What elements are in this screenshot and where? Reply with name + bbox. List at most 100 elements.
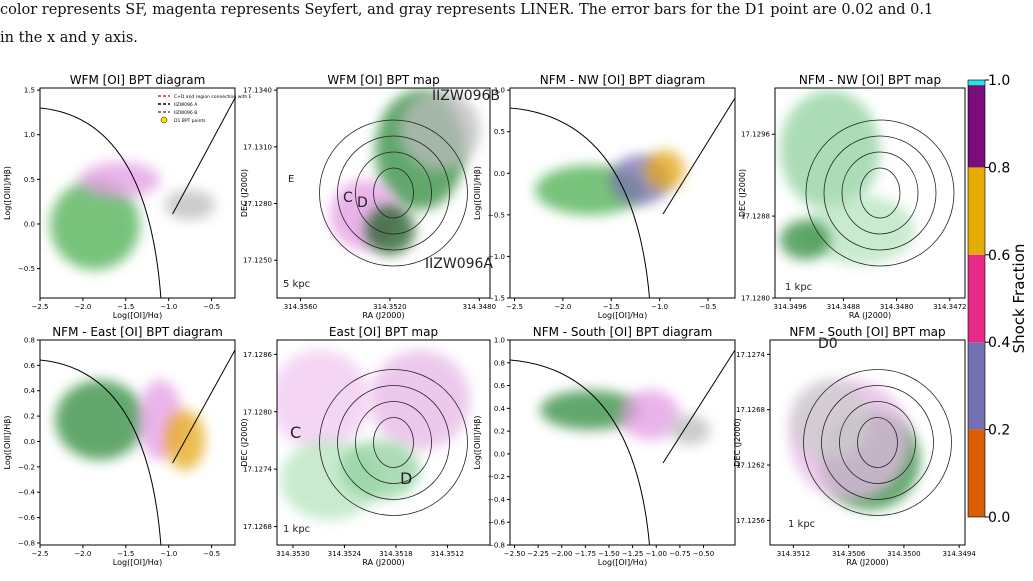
annotation: D xyxy=(400,469,412,488)
x-tick-label: −2.0 xyxy=(74,303,91,311)
y-tick-label: 17.1268 xyxy=(736,406,765,414)
colorbar-band xyxy=(968,80,985,86)
y-tick-label: 0.4 xyxy=(494,405,506,413)
x-tick-label: 314.3512 xyxy=(431,550,464,558)
y-tick-label: −1.5 xyxy=(488,295,505,303)
y-tick-label: −0.4 xyxy=(18,489,36,497)
x-tick-label: 314.3480 xyxy=(463,303,496,311)
y-tick-label: 0.0 xyxy=(24,438,35,446)
axes-frame xyxy=(509,87,736,299)
panel: NFM - NW [OI] BPT diagram Log([OI]/Hα) Log… xyxy=(473,73,736,320)
contour xyxy=(841,151,919,235)
contour xyxy=(319,119,468,267)
x-tick-label: −2.5 xyxy=(32,550,49,558)
legend-label: IIZW096 A xyxy=(174,102,198,108)
x-tick-label: −1.0 xyxy=(160,303,177,311)
x-tick-label: −1.0 xyxy=(160,550,177,558)
contour xyxy=(805,119,955,267)
panel-image xyxy=(790,369,952,516)
x-tick-label: 314.3480 xyxy=(880,303,913,311)
contour xyxy=(859,167,901,219)
x-axis-label: Log([OI]/Hα) xyxy=(598,311,647,320)
annotation: IIZW096B xyxy=(432,88,500,104)
panel-title: East [OI] BPT map xyxy=(329,325,438,339)
x-tick-label: 314.3560 xyxy=(284,303,317,311)
colorbar-band xyxy=(968,342,985,430)
panel: NFM - South [OI] BPT diagram Log([OI]/Hα)… xyxy=(473,325,736,567)
x-axis-label: RA (J2000) xyxy=(849,311,891,320)
x-tick-label: 314.3472 xyxy=(933,303,966,311)
x-tick-label: 314.3494 xyxy=(942,550,976,558)
panel: East [OI] BPT map RA (J2000) DEC (J2000) 31… xyxy=(240,325,491,567)
x-tick-label: −0.50 xyxy=(693,550,714,558)
x-tick-label: −1.50 xyxy=(598,550,619,558)
panel-title: WFM [OI] BPT map xyxy=(327,73,439,87)
density-region xyxy=(780,90,880,210)
density-region xyxy=(540,390,640,430)
axes-frame xyxy=(276,87,491,299)
annotation: E xyxy=(288,174,294,185)
x-tick-label: −0.5 xyxy=(203,303,220,311)
y-tick-label: −0.5 xyxy=(488,211,505,219)
x-tick-label: −2.5 xyxy=(506,303,523,311)
x-tick-label: −2.0 xyxy=(554,303,571,311)
density-region xyxy=(780,220,830,260)
colorbar-frame xyxy=(967,79,986,518)
colorbar-tick-label: 0.8 xyxy=(988,160,1010,176)
y-tick-label: −0.6 xyxy=(18,514,36,522)
demarcation-curve xyxy=(40,107,162,298)
y-tick-label: 17.1274 xyxy=(736,351,765,359)
contour xyxy=(337,385,450,500)
density-region xyxy=(620,390,680,440)
x-tick-label: −1.5 xyxy=(117,303,134,311)
density-region xyxy=(165,190,215,220)
y-tick-label: 0.0 xyxy=(494,170,505,178)
demarcation-line xyxy=(662,349,735,464)
y-tick-label: 17.1280 xyxy=(243,408,272,416)
x-tick-label: −1.5 xyxy=(117,550,134,558)
panel-image xyxy=(510,97,735,298)
x-tick-label: −1.25 xyxy=(622,550,643,558)
contour xyxy=(355,151,432,235)
x-axis-label: RA (J2000) xyxy=(362,311,404,320)
x-tick-label: −2.0 xyxy=(74,550,91,558)
x-tick-label: −1.00 xyxy=(646,550,667,558)
x-tick-label: −0.75 xyxy=(669,550,690,558)
colorbar-tick-label: 0.2 xyxy=(988,423,1010,439)
y-tick-label: 17.1296 xyxy=(741,131,770,139)
contour xyxy=(319,369,468,516)
panel-image xyxy=(277,350,470,520)
axes-frame xyxy=(509,339,736,546)
y-tick-label: 17.1250 xyxy=(243,257,272,265)
x-tick-label: 314.3518 xyxy=(379,550,412,558)
x-axis-label: Log([OI]/Hα) xyxy=(113,311,162,320)
y-tick-label: 0.2 xyxy=(24,413,35,421)
y-tick-label: 17.1268 xyxy=(243,523,272,531)
x-tick-label: 314.3500 xyxy=(887,550,920,558)
demarcation-line xyxy=(172,97,235,215)
y-tick-label: −0.8 xyxy=(18,539,35,547)
y-tick-label: 1.5 xyxy=(24,87,35,95)
legend-label: IIZW096 B xyxy=(174,110,197,116)
density-region xyxy=(277,350,370,450)
y-tick-label: 17.1288 xyxy=(741,213,770,221)
density-region xyxy=(670,415,710,445)
x-axis-label: Log([OI]/Hα) xyxy=(598,558,647,567)
y-tick-label: 0.0 xyxy=(494,450,505,458)
contour xyxy=(373,167,414,219)
colorbar-tick-label: 0.6 xyxy=(988,248,1010,264)
x-tick-label: −2.5 xyxy=(32,303,49,311)
axes-frame xyxy=(769,339,966,546)
density-region xyxy=(50,180,140,270)
y-tick-label: 17.1256 xyxy=(736,517,765,525)
x-tick-label: 314.3524 xyxy=(328,550,362,558)
density-region xyxy=(790,380,870,460)
y-axis-label: Log([OIII]/Hβ) xyxy=(3,166,12,220)
colorbar-band xyxy=(968,80,985,168)
contour xyxy=(823,135,937,251)
panel-title: NFM - East [OI] BPT diagram xyxy=(52,325,223,339)
demarcation-curve xyxy=(510,107,650,298)
y-tick-label: 17.1340 xyxy=(243,87,272,95)
y-tick-label: 0.5 xyxy=(494,128,505,136)
density-region xyxy=(80,162,160,198)
